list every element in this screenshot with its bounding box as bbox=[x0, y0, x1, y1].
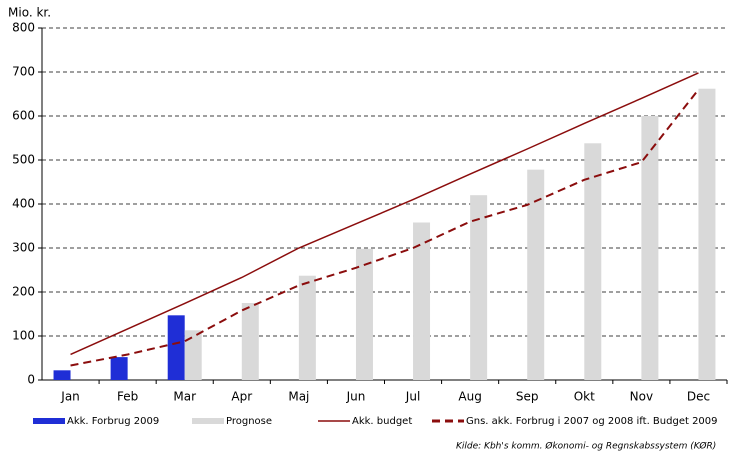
x-tick-label: Nov bbox=[630, 390, 653, 404]
bar bbox=[641, 116, 659, 380]
y-tick-label: 700 bbox=[12, 65, 35, 79]
y-tick-label: 100 bbox=[12, 329, 35, 343]
x-tick-label: Feb bbox=[117, 390, 138, 404]
y-tick-label: 200 bbox=[12, 285, 35, 299]
x-tick-label: Maj bbox=[288, 390, 309, 404]
line-series bbox=[70, 88, 700, 367]
bar bbox=[698, 88, 716, 380]
y-tick-label: 500 bbox=[12, 153, 35, 167]
legend-swatch bbox=[192, 418, 224, 424]
bar bbox=[167, 315, 185, 380]
legend-label: Gns. akk. Forbrug i 2007 og 2008 ift. Bu… bbox=[466, 416, 718, 427]
legend-label: Akk. Forbrug 2009 bbox=[67, 416, 159, 427]
bar bbox=[584, 143, 602, 380]
y-tick-label: 300 bbox=[12, 241, 35, 255]
legend-swatch bbox=[33, 418, 65, 424]
y-tick-label: 400 bbox=[12, 197, 35, 211]
bar bbox=[53, 370, 71, 380]
y-tick-label: 0 bbox=[27, 373, 35, 387]
bar bbox=[298, 275, 316, 380]
x-tick-label: Sep bbox=[516, 390, 539, 404]
legend-label: Prognose bbox=[226, 416, 272, 427]
y-tick-label: 600 bbox=[12, 109, 35, 123]
x-tick-label: Jul bbox=[405, 390, 420, 404]
bar bbox=[527, 169, 545, 380]
x-tick-label: Mar bbox=[173, 390, 196, 404]
bar bbox=[184, 330, 202, 380]
x-tick-label: Jun bbox=[346, 390, 366, 404]
legend-label: Akk. budget bbox=[352, 416, 412, 427]
y-tick-label: 800 bbox=[12, 21, 35, 35]
x-tick-label: Jan bbox=[60, 390, 80, 404]
bar bbox=[355, 248, 373, 380]
y-axis-label: Mio. kr. bbox=[8, 6, 51, 20]
line-series bbox=[70, 72, 699, 356]
x-tick-label: Apr bbox=[231, 390, 252, 404]
source-note: Kilde: Kbh's komm. Økonomi- og Regnskabs… bbox=[456, 441, 716, 452]
bar bbox=[110, 357, 128, 380]
bar bbox=[241, 303, 259, 380]
x-tick-label: Okt bbox=[574, 390, 595, 404]
x-tick-label: Dec bbox=[687, 390, 710, 404]
x-tick-label: Aug bbox=[458, 390, 481, 404]
bar bbox=[413, 222, 431, 380]
bar bbox=[470, 195, 488, 380]
